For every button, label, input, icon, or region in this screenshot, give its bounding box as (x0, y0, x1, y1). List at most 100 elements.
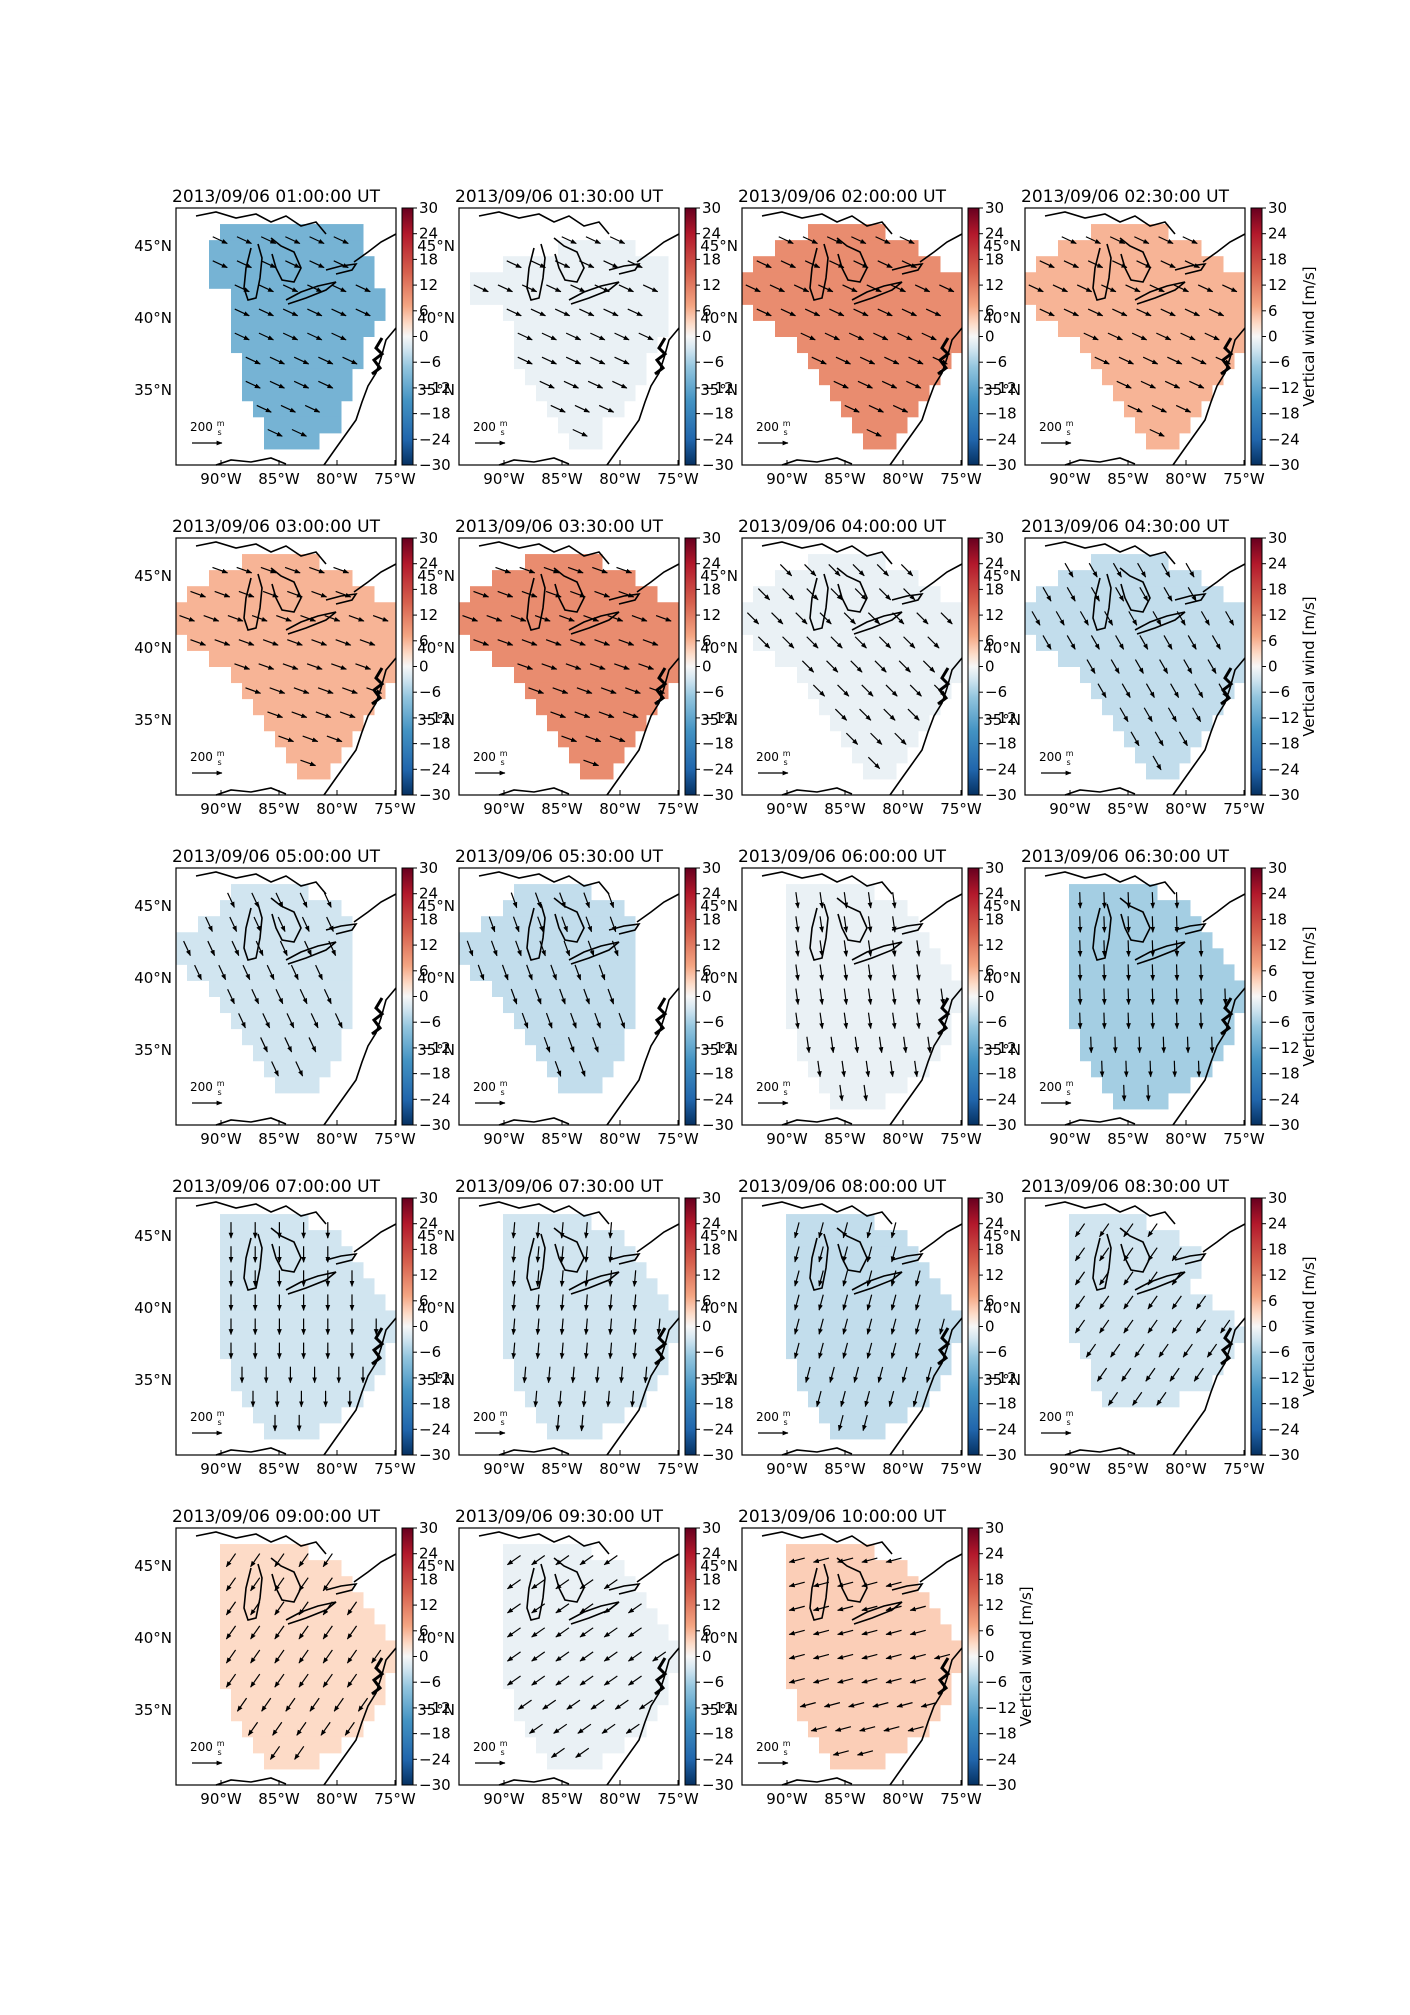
wind-arrow (1063, 308, 1079, 317)
wind-arrow (545, 639, 562, 646)
colorbar-tick-label: 6 (419, 1622, 429, 1640)
wind-arrow (889, 1060, 895, 1078)
wind-arrow (906, 380, 922, 389)
field-cell (503, 1640, 680, 1657)
wind-arrow (320, 1721, 331, 1736)
wind-arrow (805, 1036, 811, 1054)
colorbar-tick-label: 6 (702, 1622, 712, 1640)
wind-arrow (1128, 611, 1138, 626)
wind-arrow (1180, 332, 1196, 341)
wind-arrow (1172, 1060, 1178, 1078)
scale-unit-num: m (783, 1409, 791, 1418)
colorbar-tick-label: −12 (985, 379, 1017, 397)
lat-tick-label: 35°N (700, 1701, 738, 1719)
wind-arrow (861, 1557, 878, 1564)
wind-arrow (511, 1270, 517, 1287)
wind-arrow (574, 404, 590, 413)
lat-tick-label: 40°N (417, 639, 455, 657)
wind-arrow (521, 284, 538, 293)
lat-tick-label: 45°N (700, 1557, 738, 1575)
wind-arrow (793, 284, 810, 293)
wind-arrow (782, 588, 795, 601)
lat-tick-label: 35°N (417, 1041, 455, 1059)
panel-frame (1024, 207, 1246, 466)
wind-arrow (575, 1747, 590, 1758)
wind-arrow (794, 892, 800, 909)
colorbar-tick-label: 12 (419, 936, 438, 954)
field-cell (786, 996, 963, 1014)
field-cell (1069, 884, 1158, 901)
wind-arrow (207, 940, 216, 957)
wind-arrow (920, 1702, 937, 1708)
panel-title: 2013/09/06 09:00:00 UT (172, 1507, 381, 1527)
coastline (851, 1601, 903, 1625)
wind-arrow (1161, 1036, 1167, 1054)
wind-arrow (225, 1649, 237, 1664)
colorbar-tick-label: −30 (985, 1776, 1017, 1794)
colorbar-tick-label: −12 (419, 1039, 451, 1057)
vertical-wind-field (220, 1214, 397, 1440)
field-cell (819, 1736, 908, 1754)
colorbar-tick-label: 30 (702, 199, 721, 217)
vertical-wind-field (503, 1214, 680, 1440)
field-cell (231, 1374, 375, 1392)
colorbar-tick-label: 24 (702, 555, 721, 573)
lon-tick-label: 80°W (1165, 800, 1207, 818)
colorbar-tick-label: −6 (1268, 1013, 1290, 1031)
wind-arrow (842, 1270, 849, 1287)
field-cell (786, 900, 908, 917)
colorbar-tick-label: −6 (985, 1343, 1007, 1361)
colorbar-tick-label: 0 (419, 658, 429, 676)
coastline (636, 893, 680, 923)
field-cell (808, 554, 886, 571)
wind-arrow (915, 1012, 921, 1030)
wind-arrow (1064, 562, 1074, 578)
colorbar-tick-label: −6 (419, 353, 441, 371)
field-cell (1036, 304, 1246, 321)
field-cell (503, 1294, 669, 1311)
coastline (608, 922, 641, 935)
field-cell (1069, 1214, 1147, 1231)
wind-arrow (326, 735, 343, 743)
wind-arrow (608, 1222, 613, 1239)
wind-arrow (1211, 635, 1221, 650)
wind-arrow (1134, 659, 1144, 674)
colorbar-tick-label: −12 (1268, 1369, 1300, 1387)
lon-tick-label: 80°W (882, 1790, 924, 1808)
colorbar-tick-label: 18 (702, 250, 721, 268)
wind-arrow (563, 380, 579, 389)
lon-tick-label: 80°W (316, 800, 358, 818)
wind-arrow (473, 590, 490, 598)
wind-arrow (238, 590, 255, 598)
wind-arrow (190, 639, 207, 646)
field-cell (264, 1752, 320, 1770)
wind-arrow (837, 1581, 854, 1588)
wind-arrow (607, 892, 615, 909)
wind-arrow (294, 1745, 305, 1760)
wind-arrow (214, 590, 231, 598)
wind-arrow (572, 428, 588, 437)
colorbar-tick-label: −18 (985, 1395, 1017, 1413)
wind-arrow (864, 1390, 871, 1408)
colorbar-tick-label: −30 (985, 1446, 1017, 1464)
wind-vectors (788, 1557, 951, 1756)
wind-arrow (1152, 755, 1162, 771)
wind-arrow (335, 639, 352, 646)
colorbar-tick-label: 12 (985, 276, 1004, 294)
colorbar (401, 867, 414, 1126)
wind-arrow (555, 1651, 570, 1662)
colorbar-tick-label: 6 (419, 962, 429, 980)
wind-arrow (607, 615, 624, 622)
wind-arrow (583, 759, 600, 767)
wind-arrow (275, 892, 284, 908)
field-cell (231, 336, 364, 354)
wind-arrow (583, 1342, 589, 1360)
wind-arrow (1136, 308, 1152, 317)
colorbar-tick-label: −12 (985, 709, 1017, 727)
wind-arrow (1101, 916, 1107, 933)
wind-arrow (1185, 562, 1195, 578)
field-cell (1091, 224, 1169, 241)
wind-arrow (555, 1675, 570, 1686)
